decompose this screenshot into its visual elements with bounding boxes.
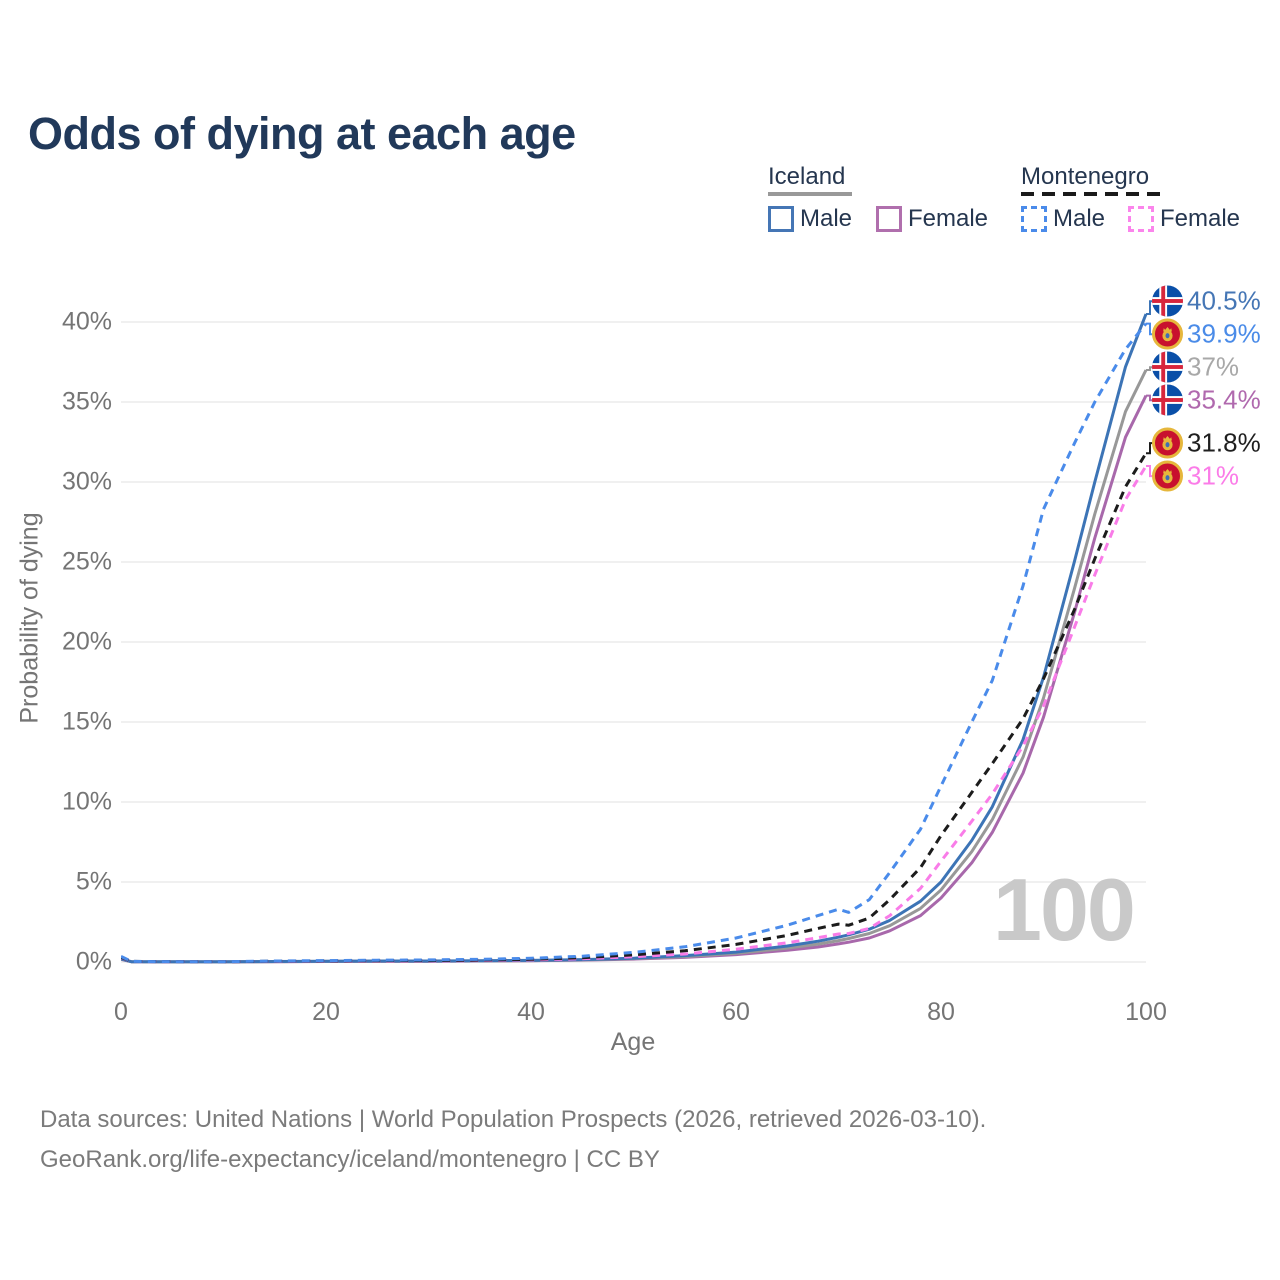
x-tick-label: 20	[312, 998, 340, 1026]
y-tick-label: 5%	[75, 867, 112, 896]
end-label-montenegro-female: 31%	[1152, 460, 1240, 492]
montenegro-dashed-line-swatch	[1021, 192, 1163, 196]
end-label-value: 35.4%	[1187, 384, 1261, 415]
x-tick-label: 40	[517, 998, 545, 1026]
iceland-flag-icon	[1152, 384, 1183, 416]
legend-label-iceland-female: Female	[908, 205, 989, 232]
watermark-100: 100	[993, 860, 1136, 959]
end-label-value: 40.5%	[1187, 285, 1261, 316]
series-line-montenegro-male	[121, 322, 1148, 964]
end-label-value: 31%	[1187, 460, 1240, 491]
end-label-value: 37%	[1187, 351, 1240, 382]
legend-swatch-montenegro-female	[1128, 206, 1154, 232]
end-label-montenegro-both: 31.8%	[1152, 427, 1261, 459]
legend-header-montenegro: Montenegro	[1021, 163, 1150, 190]
legend-label-montenegro-female: Female	[1160, 205, 1241, 232]
x-tick-label: 60	[722, 998, 750, 1026]
end-label-montenegro-male: 39.9%	[1152, 318, 1261, 350]
y-tick-label: 30%	[61, 467, 112, 496]
y-tick-label: 15%	[61, 707, 112, 736]
iceland-flag-icon	[1152, 351, 1183, 383]
x-tick-label: 0	[114, 998, 128, 1026]
page-title: Odds of dying at each age	[28, 108, 576, 159]
legend-swatch-iceland-female	[876, 206, 902, 232]
legend-header-iceland: Iceland	[768, 163, 846, 190]
y-tick-label: 25%	[61, 547, 112, 576]
iceland-solid-line-swatch	[768, 192, 852, 196]
iceland-flag-icon	[1152, 285, 1183, 317]
legend-label-montenegro-male: Male	[1053, 205, 1106, 232]
legend-swatch-montenegro-male	[1021, 206, 1047, 232]
x-axis-title: Age	[610, 1028, 656, 1056]
y-tick-label: 10%	[61, 787, 112, 816]
end-label-value: 39.9%	[1187, 318, 1261, 349]
end-label-value: 31.8%	[1187, 427, 1261, 458]
y-tick-label: 20%	[61, 627, 112, 656]
y-tick-label: 0%	[75, 947, 112, 976]
x-tick-label: 80	[927, 998, 955, 1026]
end-label-iceland-male: 40.5%	[1152, 285, 1261, 317]
y-tick-label: 40%	[61, 307, 112, 336]
x-tick-label: 100	[1125, 998, 1167, 1026]
end-label-iceland-female: 35.4%	[1152, 384, 1261, 416]
plot-area	[121, 300, 1157, 964]
montenegro-flag-icon	[1152, 460, 1183, 492]
footer-url-line: GeoRank.org/life-expectancy/iceland/mont…	[40, 1146, 660, 1173]
montenegro-flag-icon	[1152, 318, 1183, 350]
y-tick-label: 35%	[61, 387, 112, 416]
y-axis-title: Probability of dying	[15, 512, 44, 724]
legend-swatch-iceland-male	[768, 206, 794, 232]
footer-source-line: Data sources: United Nations | World Pop…	[40, 1106, 987, 1133]
end-label-iceland-both: 37%	[1152, 351, 1240, 383]
legend-label-iceland-male: Male	[800, 205, 853, 232]
montenegro-flag-icon	[1152, 427, 1183, 459]
